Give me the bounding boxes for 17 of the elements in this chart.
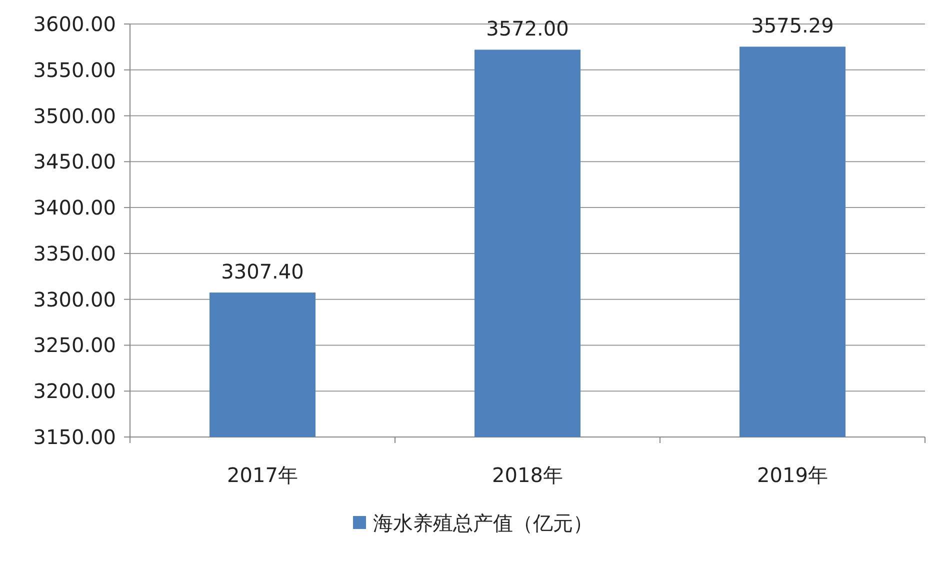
y-tick-label: 3400.00 [33, 196, 116, 220]
y-tick-label: 3450.00 [33, 150, 116, 174]
y-tick-label: 3150.00 [33, 425, 116, 449]
data-label: 3572.00 [486, 16, 569, 41]
x-tick-label: 2018年 [492, 463, 563, 487]
y-tick-label: 3200.00 [33, 379, 116, 404]
data-label: 3575.29 [751, 14, 834, 38]
y-tick-label: 3550.00 [33, 58, 116, 82]
x-tick-label: 2019年 [757, 463, 828, 487]
y-tick-label: 3300.00 [33, 287, 116, 312]
data-label: 3307.40 [221, 260, 304, 284]
y-tick-label: 3600.00 [33, 12, 116, 36]
legend-label: 海水养殖总产值（亿元） [373, 511, 593, 535]
y-tick-label: 3250.00 [33, 333, 116, 358]
y-tick-label: 3350.00 [33, 241, 116, 266]
x-tick-label: 2017年 [227, 463, 298, 487]
y-tick-label: 3500.00 [33, 104, 116, 128]
